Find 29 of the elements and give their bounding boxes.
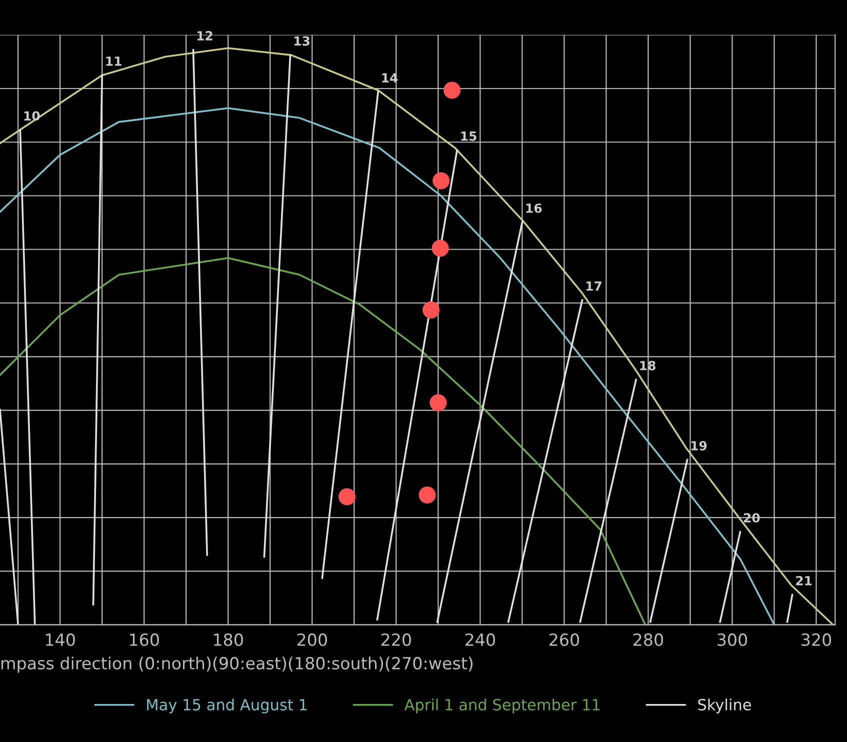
x-tick-label: 240 <box>465 633 495 646</box>
x-tick-label: 200 <box>297 633 327 646</box>
annotation: 21 <box>796 576 812 586</box>
annotation: 15 <box>461 132 476 141</box>
annotation: 13 <box>294 36 310 46</box>
x-tick-label: 320 <box>802 633 832 646</box>
x-tick-label: 140 <box>46 633 75 646</box>
point <box>444 82 461 99</box>
legend-label: Skyline <box>698 698 751 714</box>
point <box>432 172 450 190</box>
x-tick-label: 300 <box>718 633 748 646</box>
point <box>422 301 440 318</box>
x-tick-label: 260 <box>550 633 579 646</box>
annotation: 11 <box>106 56 122 66</box>
x-tick-label: 280 <box>634 633 663 646</box>
annotation: 16 <box>526 203 542 213</box>
annotation: 10 <box>24 111 40 121</box>
x-axis-title: mpass direction (0:north)(90:east)(180:south)(270:west) <box>2 656 473 673</box>
x-tick-label: 180 <box>214 633 243 646</box>
point <box>338 488 356 506</box>
legend-label: May 15 and August 1 <box>147 698 307 714</box>
point <box>432 240 449 257</box>
annotation: 19 <box>691 441 707 450</box>
point <box>418 486 436 504</box>
annotation: 17 <box>586 281 602 291</box>
legend-label: April 1 and September 11 <box>404 698 600 714</box>
point <box>430 394 447 412</box>
x-tick-label: 160 <box>130 633 159 646</box>
x-tick-label: 220 <box>381 633 411 646</box>
